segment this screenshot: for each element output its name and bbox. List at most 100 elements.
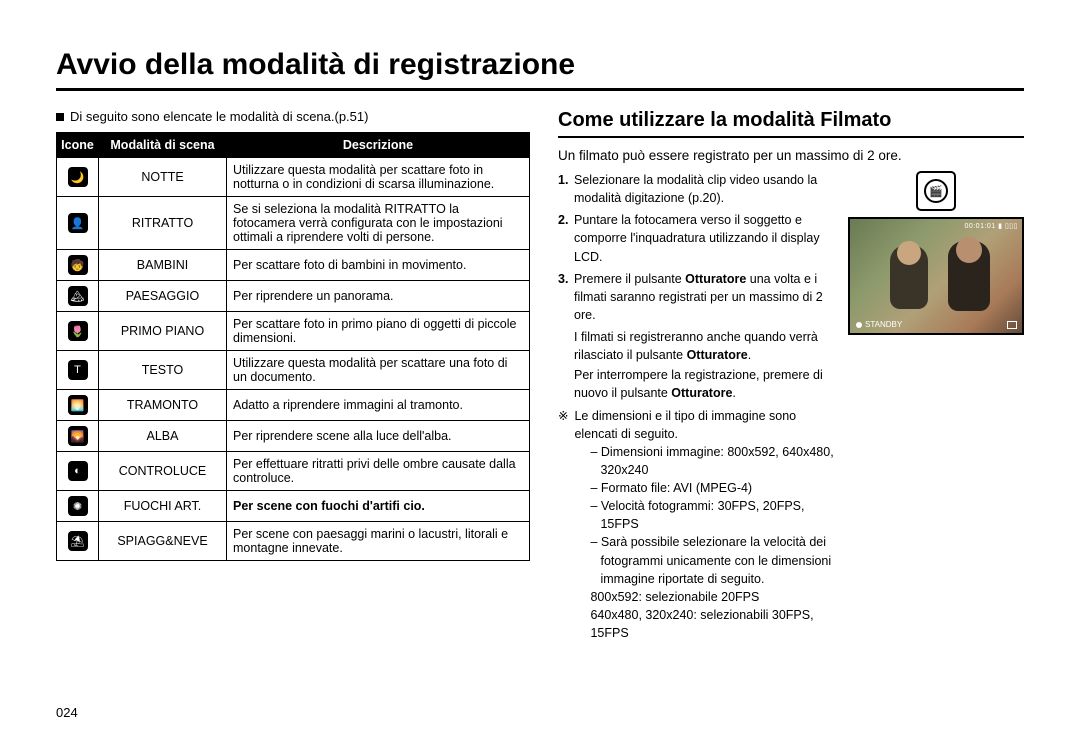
scene-icon: 🌷 [68, 321, 88, 341]
scene-desc-cell: Utilizzare questa modalità per scattare … [227, 351, 530, 390]
scene-desc-cell: Per effettuare ritratti privi delle ombr… [227, 452, 530, 491]
scene-desc-cell: Per scene con paesaggi marini o lacustri… [227, 522, 530, 561]
scene-icon-cell: ◐ [57, 452, 99, 491]
lcd-hud-top: 00:01:01 ▮ ▯▯▯ [964, 222, 1018, 230]
scene-mode-cell: BAMBINI [99, 250, 227, 281]
square-bullet-icon [56, 113, 64, 121]
lcd-hud-standby: STANDBY [856, 320, 902, 329]
table-row: ✺ FUOCHI ART.Per scene con fuochi d'artif… [57, 491, 530, 522]
col-header-desc: Descrizione [227, 133, 530, 158]
scene-icon: 🧒 [68, 255, 88, 275]
scene-desc-cell: Utilizzare questa modalità per scattare … [227, 158, 530, 197]
left-column: Di seguito sono elencate le modalità di … [56, 109, 530, 642]
scene-icon-cell: 🌙 [57, 158, 99, 197]
dash-item: – Formato file: AVI (MPEG-4) [590, 479, 834, 497]
scene-desc-cell: Per scattare foto di bambini in moviment… [227, 250, 530, 281]
scene-mode-cell: PAESAGGIO [99, 281, 227, 312]
scene-desc-cell: Per scene con fuochi d'artifi cio. [227, 491, 530, 522]
lead-text: Un filmato può essere registrato per un … [558, 148, 1024, 163]
scene-mode-cell: SPIAGG&NEVE [99, 522, 227, 561]
lcd-people-illustration [880, 241, 1000, 319]
mode-dial-icon: 🎬 [916, 171, 956, 211]
scene-icon-cell: ⛱ [57, 522, 99, 561]
scene-icon: T [68, 360, 88, 380]
standby-dot-icon [856, 322, 862, 328]
scene-icon: 🌙 [68, 167, 88, 187]
table-row: 🧒 BAMBINIPer scattare foto di bambini in … [57, 250, 530, 281]
steps-and-thumb-row: 1.Selezionare la modalità clip video usa… [558, 171, 1024, 642]
scene-icon-cell: ✺ [57, 491, 99, 522]
dash-list: – Dimensioni immagine: 800x592, 640x480,… [574, 443, 834, 588]
scene-desc-cell: Adatto a riprendere immagini al tramonto… [227, 390, 530, 421]
scene-icon-cell: 🏔 [57, 281, 99, 312]
star-lead: Le dimensioni e il tipo di immagine sono… [574, 407, 834, 443]
step-number: 2. [558, 211, 568, 229]
scene-mode-cell: RITRATTO [99, 197, 227, 250]
two-column-layout: Di seguito sono elencate le modalità di … [56, 109, 1024, 642]
dash-item: – Dimensioni immagine: 800x592, 640x480,… [590, 443, 834, 479]
scene-mode-cell: CONTROLUCE [99, 452, 227, 491]
col-header-mode: Modalità di scena [99, 133, 227, 158]
steps-block: 1.Selezionare la modalità clip video usa… [558, 171, 834, 642]
scene-mode-cell: TRAMONTO [99, 390, 227, 421]
table-row: T TESTOUtilizzare questa modalità per sca… [57, 351, 530, 390]
scene-desc-cell: Per riprendere scene alla luce dell'alba… [227, 421, 530, 452]
step-item: 2.Puntare la fotocamera verso il soggett… [558, 211, 834, 265]
scene-mode-cell: NOTTE [99, 158, 227, 197]
dash-item: – Velocità fotogrammi: 30FPS, 20FPS, 15F… [590, 497, 834, 533]
scene-icon: ◐ [68, 461, 88, 481]
scene-icon-cell: 🌷 [57, 312, 99, 351]
notes-block: I filmati si registreranno anche quando … [558, 328, 834, 642]
sub-list: 800x592: selezionabile 20FPS640x480, 320… [574, 588, 834, 642]
col-header-icons: Icone [57, 133, 99, 158]
sub-item: 800x592: selezionabile 20FPS [590, 588, 834, 606]
movie-mode-icon: 🎬 [924, 179, 948, 203]
table-row: ◐ CONTROLUCEPer effettuare ritratti privi… [57, 452, 530, 491]
table-row: 🌄 ALBAPer riprendere scene alla luce dell… [57, 421, 530, 452]
scene-desc-cell: Per riprendere un panorama. [227, 281, 530, 312]
scene-mode-cell: ALBA [99, 421, 227, 452]
scene-icon: 🌄 [68, 426, 88, 446]
scene-icon-cell: 👤 [57, 197, 99, 250]
table-row: 👤 RITRATTOSe si seleziona la modalità RIT… [57, 197, 530, 250]
table-row: ⛱ SPIAGG&NEVEPer scene con paesaggi marin… [57, 522, 530, 561]
table-row: 🏔 PAESAGGIOPer riprendere un panorama. [57, 281, 530, 312]
thumbnail-stack: 🎬 00:01:01 ▮ ▯▯▯ STANDBY [848, 171, 1024, 642]
scene-mode-cell: PRIMO PIANO [99, 312, 227, 351]
note-line-2: Per interrompere la registrazione, preme… [558, 366, 834, 402]
scene-desc-cell: Per scattare foto in primo piano di ogge… [227, 312, 530, 351]
page-title: Avvio della modalità di registrazione [56, 48, 1024, 91]
sub-item: 640x480, 320x240: selezionabili 30FPS, 1… [590, 606, 834, 642]
step-number: 3. [558, 270, 568, 288]
scene-desc-cell: Se si seleziona la modalità RITRATTO la … [227, 197, 530, 250]
scene-icon: 🏔 [68, 286, 88, 306]
step-number: 1. [558, 171, 568, 189]
scene-icon: 🌅 [68, 395, 88, 415]
step-item: 1.Selezionare la modalità clip video usa… [558, 171, 834, 207]
scene-icon: 👤 [68, 213, 88, 233]
scene-icon-cell: 🌅 [57, 390, 99, 421]
scene-icon: ⛱ [68, 531, 88, 551]
step-item: 3.Premere il pulsante Otturatore una vol… [558, 270, 834, 324]
star-item: ※ Le dimensioni e il tipo di immagine so… [558, 407, 834, 643]
asterisk-icon: ※ [558, 407, 568, 643]
scene-mode-cell: TESTO [99, 351, 227, 390]
scene-mode-cell: FUOCHI ART. [99, 491, 227, 522]
lcd-record-icon [1007, 321, 1017, 329]
intro-text: Di seguito sono elencate le modalità di … [70, 109, 368, 124]
scene-icon-cell: T [57, 351, 99, 390]
scene-mode-table: Icone Modalità di scena Descrizione 🌙 NOT… [56, 132, 530, 561]
table-row: 🌷 PRIMO PIANOPer scattare foto in primo p… [57, 312, 530, 351]
page-number: 024 [56, 705, 78, 720]
table-row: 🌙 NOTTEUtilizzare questa modalità per sca… [57, 158, 530, 197]
scene-icon-cell: 🌄 [57, 421, 99, 452]
scene-icon: ✺ [68, 496, 88, 516]
note-line-1: I filmati si registreranno anche quando … [558, 328, 834, 364]
dash-item: – Sarà possibile selezionare la velocità… [590, 533, 834, 587]
subheading: Come utilizzare la modalità Filmato [558, 109, 1024, 138]
lcd-preview: 00:01:01 ▮ ▯▯▯ STANDBY [848, 217, 1024, 335]
scene-icon-cell: 🧒 [57, 250, 99, 281]
right-column: Come utilizzare la modalità Filmato Un f… [558, 109, 1024, 642]
intro-line: Di seguito sono elencate le modalità di … [56, 109, 530, 124]
table-row: 🌅 TRAMONTOAdatto a riprendere immagini al… [57, 390, 530, 421]
